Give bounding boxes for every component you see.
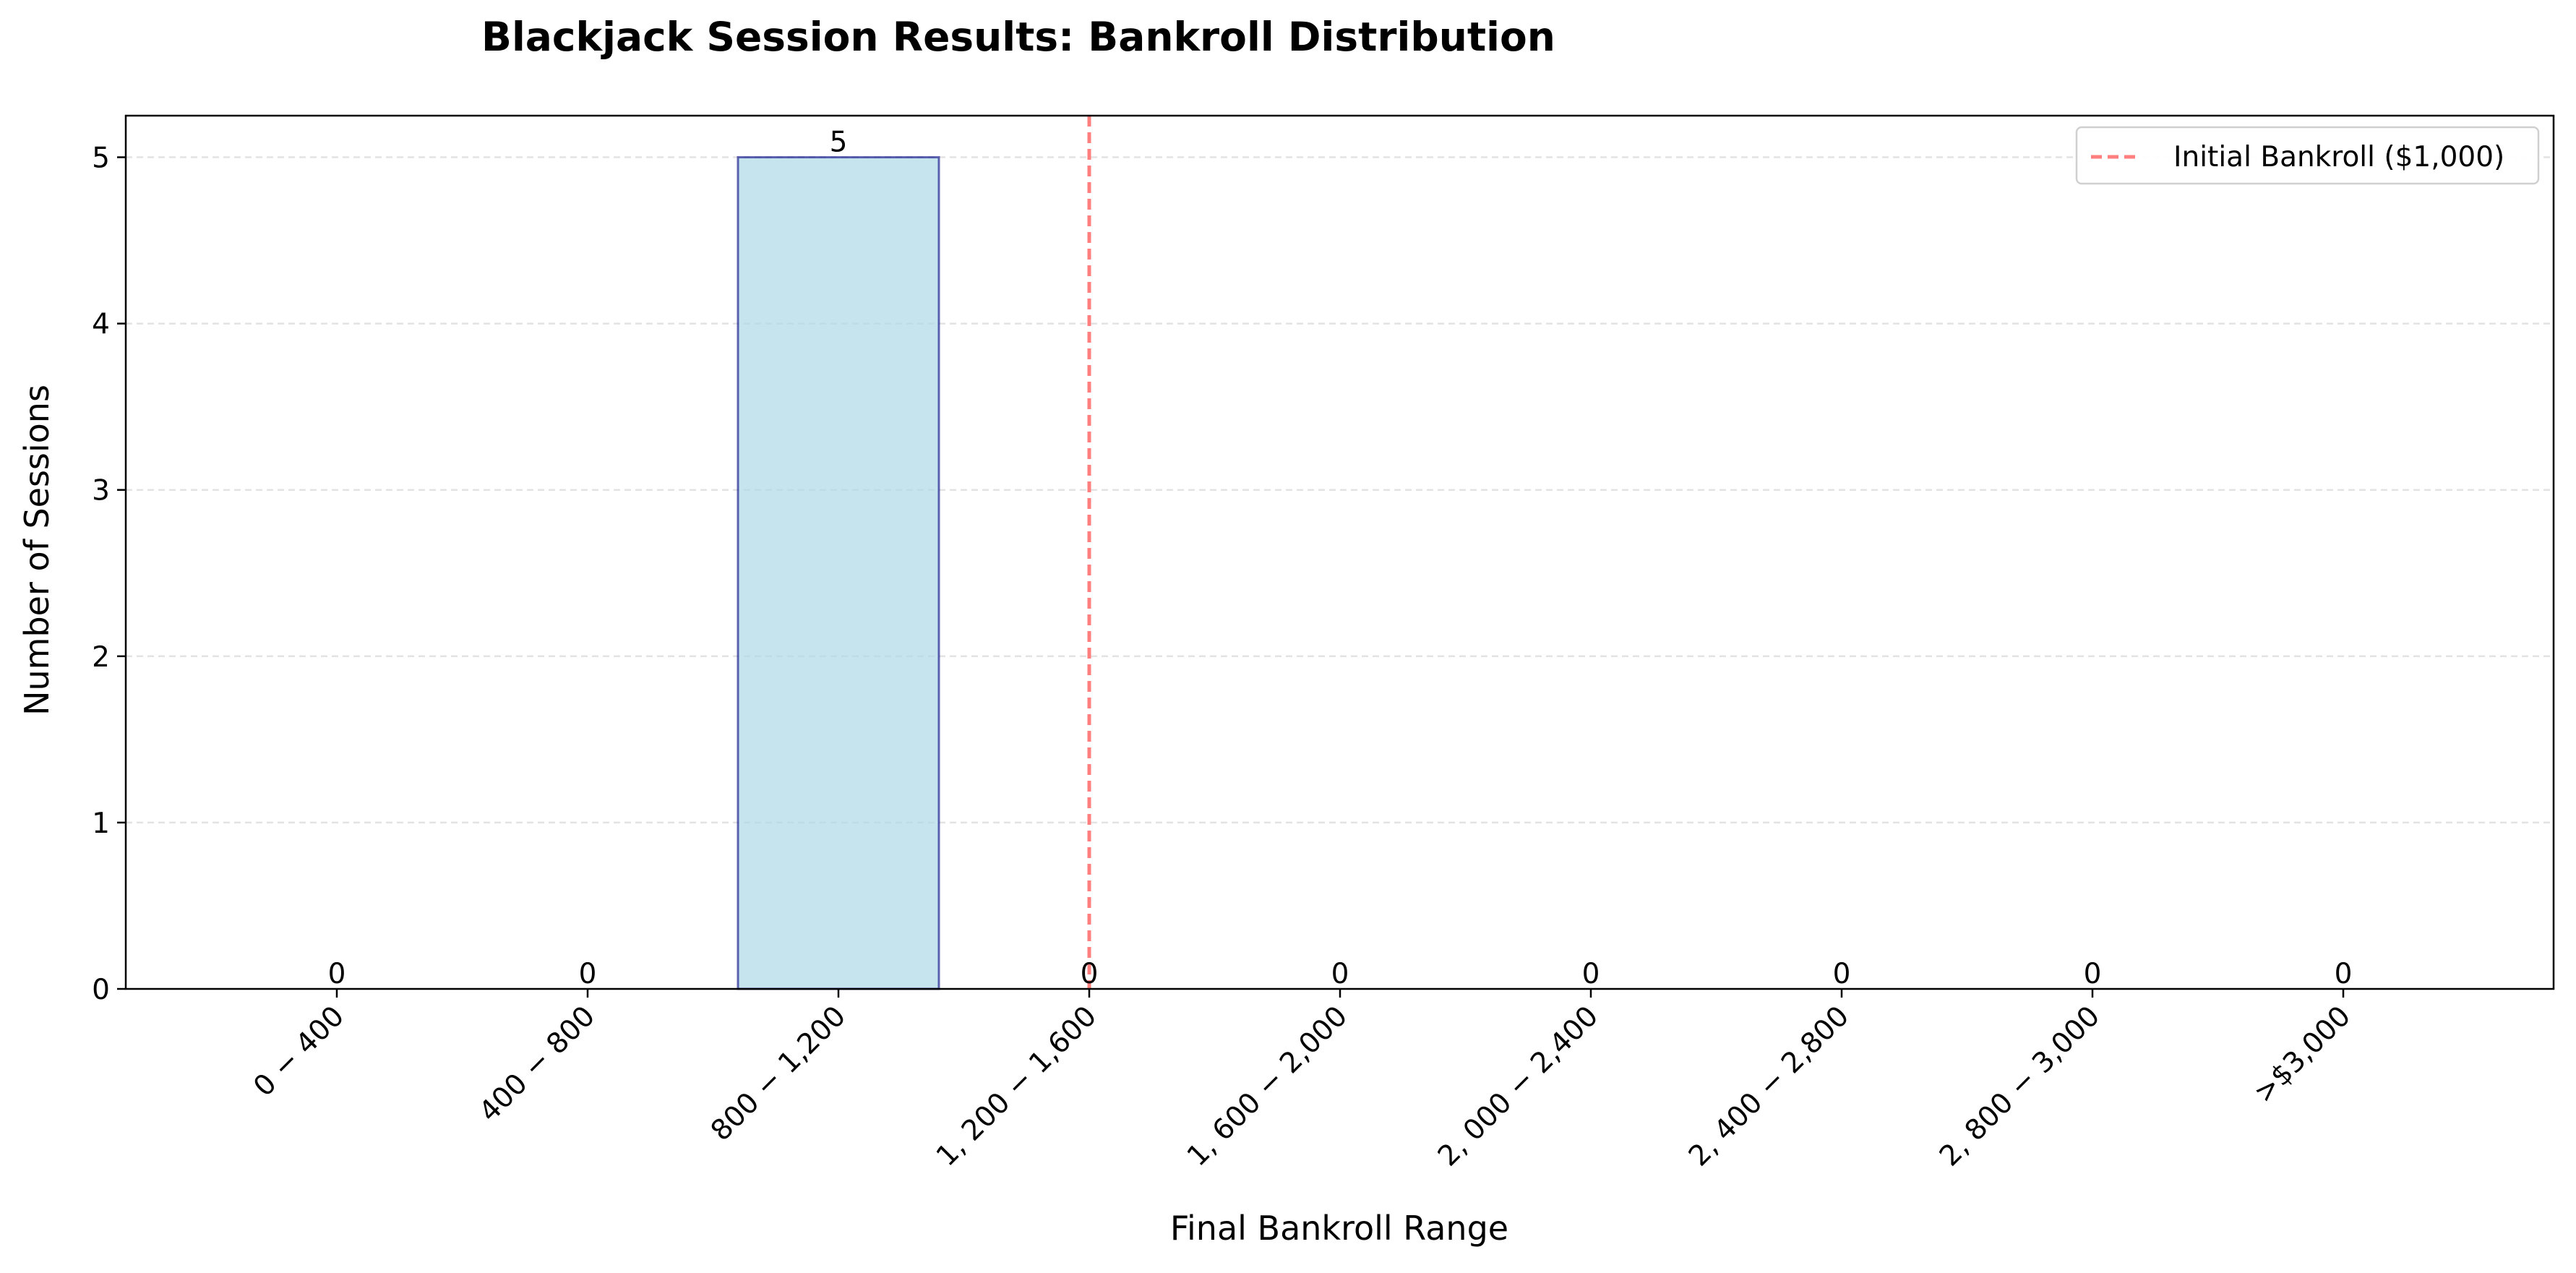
data-label-1: 0 bbox=[579, 958, 597, 990]
y-tick-label-4: 4 bbox=[92, 309, 110, 341]
y-axis-ticks: 0 1 2 3 4 5 bbox=[92, 142, 126, 1006]
data-label-6: 0 bbox=[1833, 958, 1851, 990]
y-tick-label-5: 5 bbox=[92, 142, 110, 175]
bar-2 bbox=[737, 156, 940, 990]
data-label-2: 5 bbox=[830, 127, 848, 159]
y-tick-label-0: 0 bbox=[92, 974, 110, 1006]
legend: Initial Bankroll ($1,000) bbox=[2075, 126, 2540, 185]
y-axis-label: Number of Sessions bbox=[17, 385, 56, 716]
grid-lines bbox=[126, 156, 2554, 824]
data-label-4: 0 bbox=[1331, 958, 1349, 990]
data-label-3: 0 bbox=[1081, 958, 1099, 990]
data-label-5: 0 bbox=[1582, 958, 1600, 990]
legend-box bbox=[2075, 126, 2540, 185]
bars bbox=[737, 156, 940, 990]
data-label-7: 0 bbox=[2084, 958, 2102, 990]
x-axis-label: Final Bankroll Range bbox=[1170, 1209, 1508, 1248]
data-labels: 0 0 5 0 0 0 0 0 0 bbox=[328, 127, 2353, 990]
chart-title: Blackjack Session Results: Bankroll Dist… bbox=[481, 14, 1555, 60]
y-tick-label-1: 1 bbox=[92, 807, 110, 840]
data-label-0: 0 bbox=[328, 958, 346, 990]
data-label-8: 0 bbox=[2335, 958, 2353, 990]
legend-entry-initial-bankroll: Initial Bankroll ($1,000) bbox=[2173, 141, 2504, 173]
y-tick-label-2: 2 bbox=[92, 641, 110, 674]
y-tick-label-3: 3 bbox=[92, 475, 110, 507]
